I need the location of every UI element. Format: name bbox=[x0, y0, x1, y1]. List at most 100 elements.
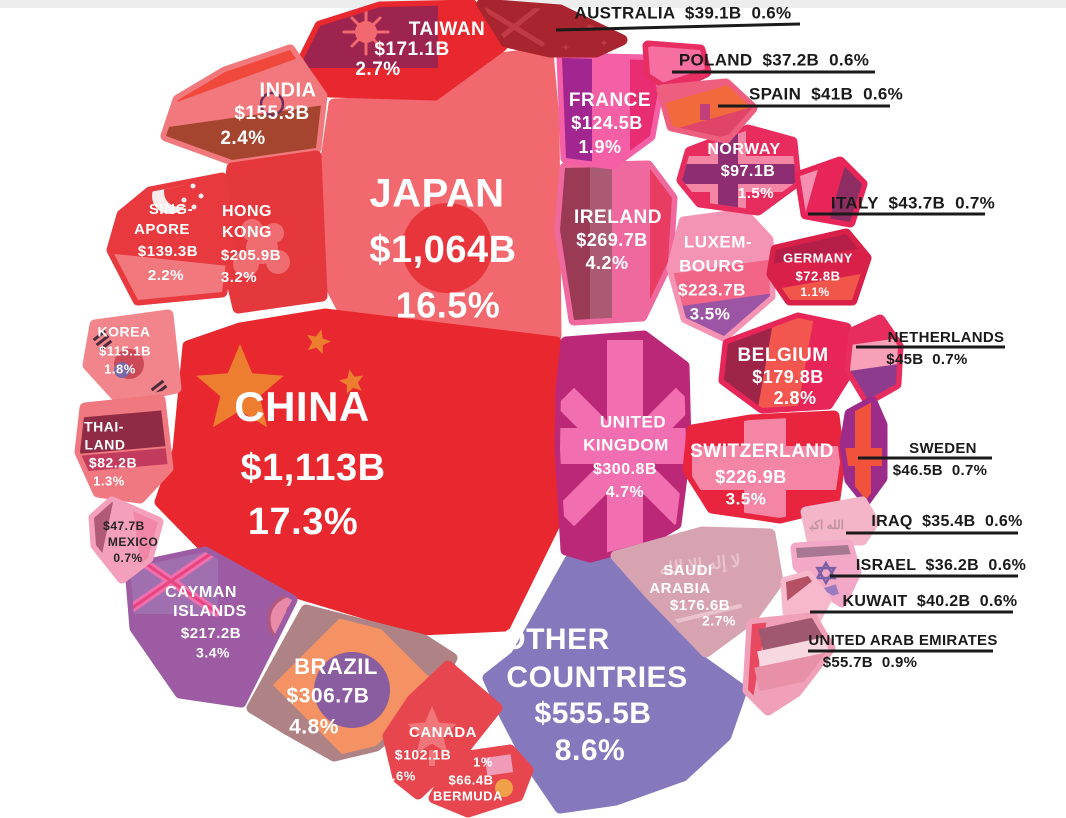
label-china: CHINA bbox=[234, 383, 370, 430]
label-thailand: $82.2B bbox=[89, 455, 137, 471]
label-singapore: SING- bbox=[149, 201, 193, 218]
label-singapore: APORE bbox=[134, 221, 190, 238]
label-korea: $115.1B bbox=[99, 343, 151, 358]
label-thailand: THAI- bbox=[84, 419, 124, 435]
label-france: $124.5B bbox=[571, 113, 643, 133]
label-saudi-arabia: $176.6B bbox=[670, 597, 730, 614]
label-bermuda: 1% bbox=[473, 754, 493, 769]
flag-decor-china bbox=[196, 329, 364, 428]
callout-label-australia: AUSTRALIA $39.1B 0.6% bbox=[575, 3, 792, 22]
flag-decor-united-arab-emirates bbox=[748, 618, 830, 697]
label-hong-kong: 3.2% bbox=[221, 269, 257, 286]
label-hong-kong: KONG bbox=[222, 224, 272, 241]
label-canada: CANADA bbox=[409, 724, 477, 741]
svg-text:✦: ✦ bbox=[600, 39, 608, 50]
callout-label-netherlands: $45B 0.7% bbox=[886, 351, 967, 368]
callout-label-italy: ITALY $43.7B 0.7% bbox=[831, 193, 995, 212]
label-other-countries: $555.5B bbox=[535, 697, 652, 730]
flag-decor-switzerland bbox=[692, 416, 840, 518]
callout-label-sweden: SWEDEN bbox=[909, 440, 977, 457]
label-belgium: BELGIUM bbox=[737, 345, 828, 366]
segment-iraq bbox=[800, 496, 880, 546]
label-luxembourg: LUXEM- bbox=[684, 232, 752, 251]
label-other-countries: COUNTRIES bbox=[506, 661, 687, 694]
flag-decor-belgium bbox=[724, 318, 852, 408]
flag-decor-norway bbox=[682, 130, 796, 210]
segment-other-countries bbox=[482, 542, 748, 814]
label-luxembourg: BOURG bbox=[679, 256, 745, 275]
callout-label-sweden: $46.5B 0.7% bbox=[893, 462, 988, 479]
label-saudi-arabia: ARABIA bbox=[649, 580, 710, 597]
label-switzerland: 3.5% bbox=[726, 489, 767, 508]
label-ireland: $269.7B bbox=[576, 230, 648, 250]
callout-label-israel: ISRAEL $36.2B 0.6% bbox=[856, 557, 1026, 574]
flag-decor-united-kingdom bbox=[560, 340, 686, 557]
label-norway: $97.1B bbox=[721, 163, 776, 180]
label-thailand: 1.3% bbox=[93, 473, 125, 488]
flag-decor-iraq: الله اكبر bbox=[803, 518, 844, 533]
callout-label-spain: SPAIN $41B 0.6% bbox=[749, 84, 903, 103]
label-switzerland: SWITZERLAND bbox=[690, 441, 834, 462]
svg-text:✦: ✦ bbox=[562, 42, 570, 52]
flag-decor-germany bbox=[772, 234, 866, 300]
label-hong-kong: $205.9B bbox=[221, 247, 281, 264]
callout-line-australia bbox=[555, 22, 801, 32]
callout-label-netherlands: NETHERLANDS bbox=[888, 329, 1005, 346]
label-germany: 1.1% bbox=[800, 285, 829, 299]
label-norway: NORWAY bbox=[707, 141, 780, 158]
flag-decor-hong-kong bbox=[233, 219, 290, 277]
label-other-countries: OTHER bbox=[502, 623, 610, 656]
flag-decor-japan bbox=[402, 203, 492, 293]
segment-saudi-arabia bbox=[610, 526, 784, 658]
label-cayman-islands: ISLANDS bbox=[173, 603, 247, 620]
label-ireland: IRELAND bbox=[574, 207, 662, 228]
label-cayman-islands: 3.4% bbox=[196, 645, 230, 661]
label-norway: 1.5% bbox=[738, 185, 774, 202]
label-saudi-arabia: SAUDI bbox=[663, 562, 712, 579]
label-luxembourg: 3.5% bbox=[690, 304, 731, 323]
label-china: $1,113B bbox=[240, 447, 385, 489]
label-korea: KOREA bbox=[97, 324, 150, 340]
label-saudi-arabia: 2.7% bbox=[702, 613, 736, 629]
label-other-countries: 8.6% bbox=[555, 734, 625, 767]
callout-label-united-arab-emirates: UNITED ARAB EMIRATES bbox=[808, 632, 997, 649]
svg-text:الله اكبر: الله اكبر bbox=[803, 518, 844, 533]
label-taiwan: TAIWAN bbox=[409, 19, 486, 40]
label-taiwan: 2.7% bbox=[355, 59, 400, 80]
label-belgium: 2.8% bbox=[773, 388, 816, 408]
label-france: FRANCE bbox=[569, 90, 651, 111]
label-germany: GERMANY bbox=[783, 250, 853, 265]
label-brazil: 4.8% bbox=[289, 716, 339, 739]
label-mexico: $47.7B bbox=[103, 519, 145, 533]
label-india: 2.4% bbox=[220, 128, 265, 149]
label-taiwan: $171.1B bbox=[374, 39, 449, 60]
label-mexico: MEXICO bbox=[108, 535, 158, 549]
label-france: 1.9% bbox=[578, 137, 621, 157]
label-switzerland: $226.9B bbox=[715, 467, 787, 487]
label-mexico: 0.7% bbox=[113, 551, 142, 565]
label-belgium: $179.8B bbox=[752, 367, 824, 387]
label-luxembourg: $223.7B bbox=[678, 280, 746, 299]
label-cayman-islands: CAYMAN bbox=[165, 584, 237, 601]
label-thailand: LAND bbox=[85, 437, 126, 453]
label-united-kingdom: UNITED bbox=[600, 412, 666, 431]
flag-decor-poland bbox=[648, 46, 706, 88]
label-bermuda: BERMUDA bbox=[433, 788, 503, 803]
callout-label-iraq: IRAQ $35.4B 0.6% bbox=[871, 513, 1022, 530]
label-canada: 1.6% bbox=[384, 768, 416, 783]
label-brazil: BRAZIL bbox=[294, 654, 378, 679]
label-germany: $72.8B bbox=[796, 268, 841, 283]
flag-decor-thailand bbox=[80, 409, 168, 473]
label-united-kingdom: KINGDOM bbox=[583, 435, 669, 454]
label-japan: 16.5% bbox=[396, 285, 501, 326]
callout-label-poland: POLAND $37.2B 0.6% bbox=[679, 50, 869, 69]
flag-decor-bermuda bbox=[484, 754, 514, 797]
label-ireland: 4.2% bbox=[585, 253, 628, 273]
label-united-kingdom: $300.8B bbox=[593, 461, 657, 478]
label-brazil: $306.7B bbox=[287, 685, 370, 708]
label-china: 17.3% bbox=[248, 501, 358, 543]
label-united-kingdom: 4.7% bbox=[606, 484, 644, 501]
segment-australia bbox=[476, 0, 628, 58]
